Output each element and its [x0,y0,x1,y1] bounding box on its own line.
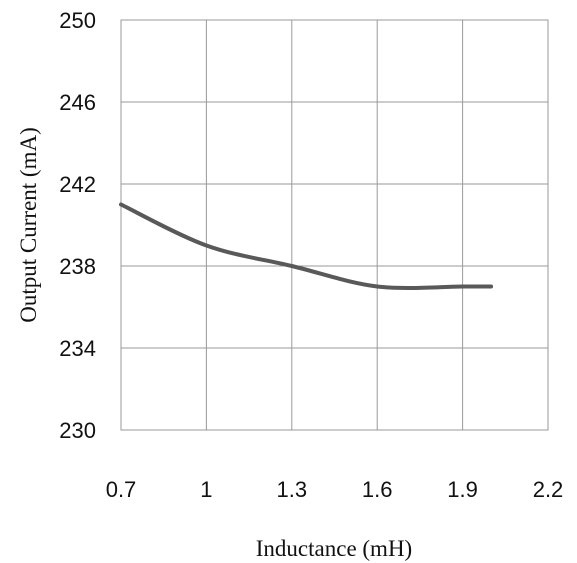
x-axis-title: Inductance (mH) [256,536,412,561]
gridlines [120,19,549,431]
y-tick-label: 250 [59,8,96,33]
y-tick-label: 230 [59,418,96,443]
y-axis-title: Output Current (mA) [16,127,41,322]
series-layer [119,202,494,291]
x-tick-label: 1.3 [277,477,308,502]
x-tick-label: 1 [200,477,212,502]
x-tick-label: 1.9 [447,477,478,502]
plot-area-frame [120,19,549,431]
y-tick-label: 246 [59,90,96,115]
y-tick-label: 234 [59,336,96,361]
x-tick-label: 1.6 [362,477,393,502]
x-tick-label: 2.2 [533,477,564,502]
x-tick-label: 0.7 [106,477,137,502]
y-tick-label: 238 [59,254,96,279]
y-tick-label: 242 [59,172,96,197]
series-line [119,202,494,291]
x-axis-ticks: 0.7 1 1.3 1.6 1.9 2.2 [106,477,564,502]
y-axis-ticks: 230 234 238 242 246 250 [59,8,96,443]
